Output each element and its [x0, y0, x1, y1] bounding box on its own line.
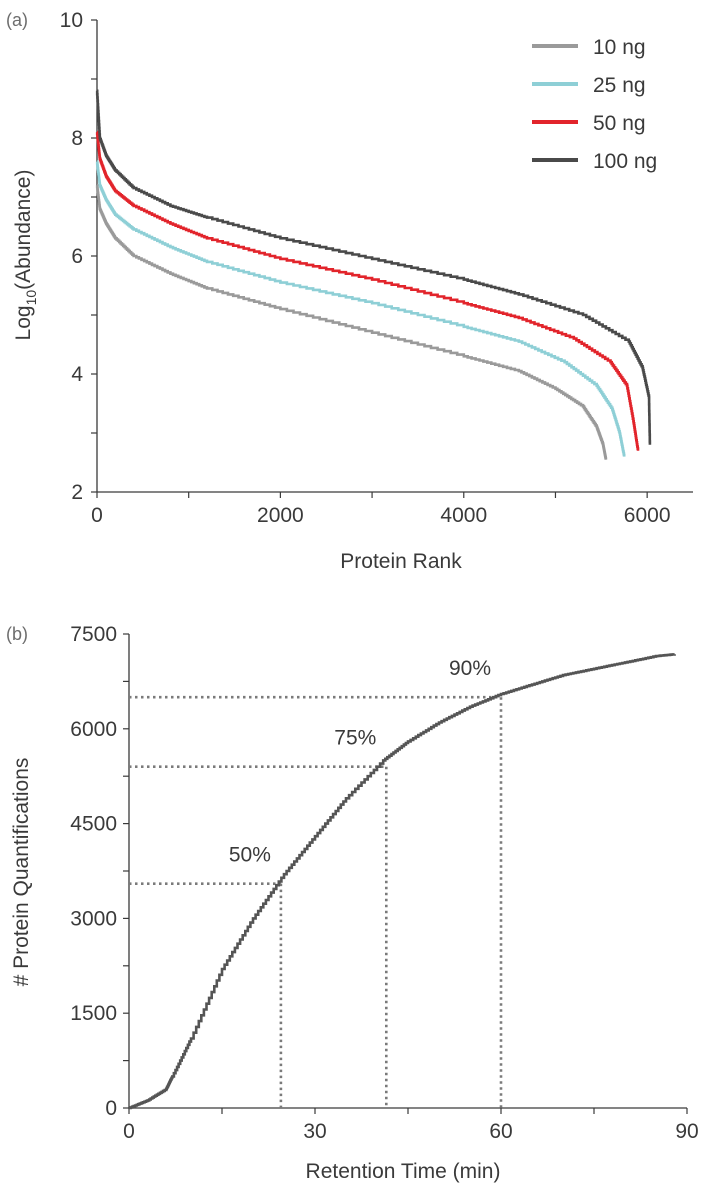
series-line-25-ng: [95, 160, 626, 457]
y-title-rest: (Abundance): [12, 170, 35, 290]
panel-a-y-tick-label: 2: [71, 481, 83, 504]
panel-b-quantification-chart: (b) 0 1500 3000 4500 6000 7500 0 30 60 90 50% 75% 9…: [6, 623, 699, 1183]
panel-a-axes: 2 4 6 8 10 0 2000 4000 6000: [60, 9, 693, 527]
y-title-main: Log: [12, 305, 35, 340]
panel-b-annotations: 50% 75% 90%: [229, 657, 491, 866]
panel-a-x-tick-label: 4000: [440, 504, 487, 527]
panel-a-y-tick-label: 4: [71, 363, 83, 386]
panel-a-x-tick-label: 0: [91, 504, 103, 527]
panel-a-label: (a): [6, 10, 28, 30]
panel-a-abundance-chart: (a) 2 4 6 8 10 0 2000 4000 6000 Protein Rank Log…: [6, 9, 693, 573]
panel-b-guide-lines: [129, 695, 503, 1108]
cumulative-curve: [129, 653, 676, 1110]
panel-a-y-tick-label: 10: [60, 9, 83, 32]
panel-a-y-axis-title: Log10(Abundance): [12, 170, 39, 341]
panel-a-y-tick-label: 8: [71, 127, 83, 150]
panel-b-y-axis-title: # Protein Quantifications: [10, 758, 33, 987]
panel-b-y-tick-label: 6000: [70, 718, 117, 741]
y-title-subscript: 10: [23, 290, 39, 306]
legend-label-10-ng: 10 ng: [593, 36, 646, 59]
legend-label-100-ng: 100 ng: [593, 150, 657, 173]
series-line-50-ng: [95, 130, 640, 451]
panel-b-y-tick-label: 1500: [70, 1002, 117, 1025]
panel-a-y-tick-label: 6: [71, 245, 83, 268]
panel-a-x-tick-label: 2000: [257, 504, 304, 527]
panel-a-x-axis-title: Protein Rank: [340, 550, 462, 573]
panel-b-x-tick-label: 90: [675, 1120, 698, 1143]
panel-a-legend: 10 ng 25 ng 50 ng 100 ng: [532, 36, 657, 173]
panel-b-x-tick-label: 0: [123, 1120, 135, 1143]
panel-b-y-tick-label: 7500: [70, 623, 117, 646]
panel-b-series-group: [129, 653, 676, 1110]
panel-b-y-tick-label: 0: [105, 1097, 117, 1120]
panel-b-x-tick-label: 30: [303, 1120, 326, 1143]
series-line-10-ng: [95, 183, 608, 460]
panel-b-x-tick-label: 60: [489, 1120, 512, 1143]
panel-b-y-tick-label: 3000: [70, 907, 117, 930]
series-line-100-ng: [95, 89, 652, 445]
panel-b-axes: 0 1500 3000 4500 6000 7500 0 30 60 90: [70, 623, 698, 1143]
panel-a-series-group: [95, 89, 652, 460]
annotation-label-2: 90%: [449, 657, 491, 680]
panel-a-x-tick-label: 6000: [624, 504, 671, 527]
panel-b-x-axis-title: Retention Time (min): [306, 1160, 501, 1183]
legend-label-50-ng: 50 ng: [593, 112, 646, 135]
annotation-label-0: 50%: [229, 844, 271, 867]
panel-b-y-tick-label: 4500: [70, 813, 117, 836]
legend-label-25-ng: 25 ng: [593, 74, 646, 97]
panel-b-label: (b): [6, 624, 28, 644]
annotation-label-1: 75%: [334, 727, 376, 750]
